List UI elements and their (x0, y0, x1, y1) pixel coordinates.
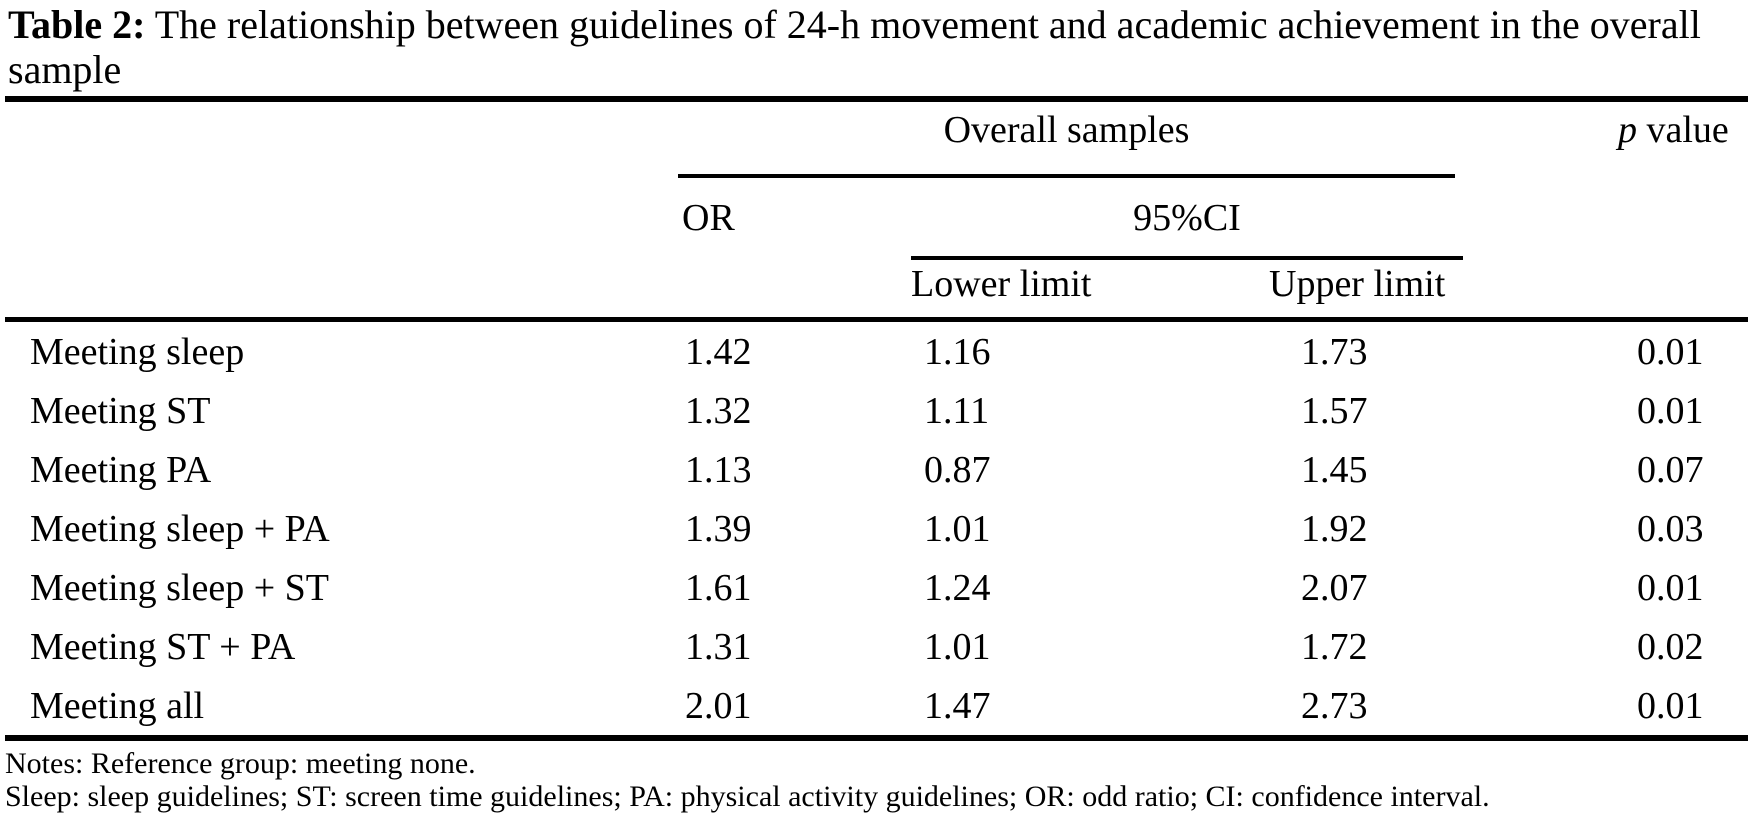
cell-lower-limit: 1.01 (924, 507, 991, 550)
p-value-rest: value (1637, 109, 1729, 151)
cell-lower-limit: 1.47 (924, 684, 991, 727)
cell-upper-limit: 1.73 (1301, 330, 1368, 373)
bottom-rule (5, 735, 1748, 741)
p-value-italic-p: p (1618, 109, 1637, 151)
top-rule (5, 96, 1748, 102)
table-body: Meeting sleep 1.42 1.16 1.73 0.01 Meetin… (0, 322, 1753, 735)
note-line-reference: Notes: Reference group: meeting none. (5, 747, 476, 780)
cell-lower-limit: 1.01 (924, 625, 991, 668)
column-header-p-value: p value (1618, 108, 1729, 152)
cell-p-value: 0.03 (1637, 507, 1704, 550)
cell-upper-limit: 1.45 (1301, 448, 1368, 491)
cell-p-value: 0.01 (1637, 566, 1704, 609)
table-caption: Table 2: The relationship between guidel… (8, 2, 1750, 92)
header-body-divider-rule (5, 317, 1748, 322)
row-label: Meeting sleep (30, 330, 245, 373)
cell-upper-limit: 1.72 (1301, 625, 1368, 668)
cell-or: 1.32 (685, 389, 752, 432)
cell-or: 1.42 (685, 330, 752, 373)
ci-spanner-rule (911, 256, 1463, 260)
cell-lower-limit: 1.11 (924, 389, 990, 432)
cell-lower-limit: 1.24 (924, 566, 991, 609)
cell-p-value: 0.01 (1637, 330, 1704, 373)
cell-p-value: 0.01 (1637, 684, 1704, 727)
cell-upper-limit: 2.73 (1301, 684, 1368, 727)
cell-or: 1.61 (685, 566, 752, 609)
table-row: Meeting sleep 1.42 1.16 1.73 0.01 (0, 322, 1753, 381)
table-row: Meeting ST 1.32 1.11 1.57 0.01 (0, 381, 1753, 440)
cell-or: 1.39 (685, 507, 752, 550)
table-row: Meeting all 2.01 1.47 2.73 0.01 (0, 676, 1753, 735)
overall-samples-spanner-rule (678, 174, 1455, 178)
row-label: Meeting ST + PA (30, 625, 296, 668)
cell-upper-limit: 1.92 (1301, 507, 1368, 550)
cell-or: 1.31 (685, 625, 752, 668)
column-header-upper-limit: Upper limit (1269, 263, 1446, 305)
table-row: Meeting sleep + ST 1.61 1.24 2.07 0.01 (0, 558, 1753, 617)
note-line-abbreviations: Sleep: sleep guidelines; ST: screen time… (5, 780, 1490, 813)
column-group-header-95ci: 95%CI (1133, 197, 1241, 239)
cell-or: 2.01 (685, 684, 752, 727)
table-caption-text: The relationship between guidelines of 2… (8, 2, 1701, 92)
cell-upper-limit: 2.07 (1301, 566, 1368, 609)
table-caption-number: Table 2: (8, 2, 146, 47)
cell-lower-limit: 1.16 (924, 330, 991, 373)
row-label: Meeting PA (30, 448, 212, 491)
column-group-header-overall-samples: Overall samples (943, 109, 1190, 151)
table-notes: Notes: Reference group: meeting none. Sl… (5, 747, 1750, 813)
table-row: Meeting PA 1.13 0.87 1.45 0.07 (0, 440, 1753, 499)
column-header-lower-limit: Lower limit (911, 263, 1092, 305)
cell-p-value: 0.07 (1637, 448, 1704, 491)
cell-p-value: 0.02 (1637, 625, 1704, 668)
table-row: Meeting sleep + PA 1.39 1.01 1.92 0.03 (0, 499, 1753, 558)
cell-p-value: 0.01 (1637, 389, 1704, 432)
row-label: Meeting all (30, 684, 205, 727)
cell-upper-limit: 1.57 (1301, 389, 1368, 432)
cell-or: 1.13 (685, 448, 752, 491)
table-row: Meeting ST + PA 1.31 1.01 1.72 0.02 (0, 617, 1753, 676)
column-header-or: OR (682, 197, 735, 239)
cell-lower-limit: 0.87 (924, 448, 991, 491)
row-label: Meeting ST (30, 389, 211, 432)
row-label: Meeting sleep + ST (30, 566, 329, 609)
row-label: Meeting sleep + PA (30, 507, 330, 550)
